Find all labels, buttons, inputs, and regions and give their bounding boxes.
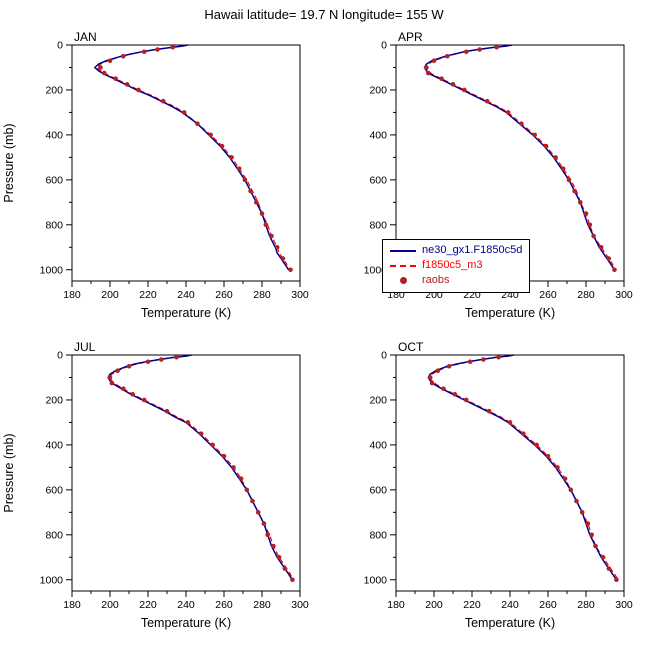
svg-text:200: 200: [101, 599, 119, 611]
panel-jul: 180 200 220 240 260 280 300 0 200 400 600 800 1000 JU…: [0, 339, 324, 649]
panel-oct: 180 200 220 240 260 280 300 0 200 400 600 800 1000 OC…: [324, 339, 648, 649]
svg-text:APR: APR: [398, 30, 423, 44]
svg-text:280: 280: [253, 289, 271, 301]
svg-text:220: 220: [463, 599, 481, 611]
svg-text:220: 220: [139, 599, 157, 611]
svg-text:300: 300: [615, 599, 633, 611]
svg-text:0: 0: [57, 40, 63, 52]
svg-text:200: 200: [425, 599, 443, 611]
svg-text:1000: 1000: [364, 574, 388, 586]
chart-title: Hawaii latitude= 19.7 N longitude= 155 W: [204, 7, 444, 22]
svg-text:400: 400: [45, 129, 63, 141]
legend-item-model1: ne30_gx1.F1850c5d: [390, 243, 522, 258]
svg-text:300: 300: [291, 599, 309, 611]
oct-plot: 180 200 220 240 260 280 300 0 200 400 600 800 1000 OC…: [364, 340, 633, 630]
svg-text:1000: 1000: [364, 264, 388, 276]
svg-text:220: 220: [139, 289, 157, 301]
svg-text:0: 0: [381, 40, 387, 52]
svg-text:400: 400: [45, 439, 63, 451]
svg-text:180: 180: [63, 599, 81, 611]
panel-apr: 180 200 220 240 260 280 300 0 200 400 600 800 1000 AP…: [324, 29, 648, 339]
svg-text:240: 240: [501, 599, 519, 611]
svg-text:180: 180: [63, 289, 81, 301]
svg-text:260: 260: [215, 599, 233, 611]
svg-text:600: 600: [45, 174, 63, 186]
legend-item-model2: f1850c5_m3: [390, 258, 522, 273]
svg-text:JAN: JAN: [74, 30, 97, 44]
svg-text:Temperature (K): Temperature (K): [465, 306, 555, 320]
legend-label-model2: f1850c5_m3: [422, 259, 483, 271]
svg-text:600: 600: [369, 174, 387, 186]
legend: ne30_gx1.F1850c5d f1850c5_m3 raobs: [382, 239, 531, 293]
svg-text:0: 0: [57, 350, 63, 362]
svg-text:Temperature (K): Temperature (K): [465, 616, 555, 630]
svg-text:1000: 1000: [40, 264, 64, 276]
jan-plot: 180 200 220 240 260 280 300 0 200 400 600 800 1000 JA…: [2, 30, 309, 320]
panel-grid: 180 200 220 240 260 280 300 0 200 400 600 800 1000 JA…: [0, 29, 648, 649]
svg-text:Pressure (mb): Pressure (mb): [2, 123, 16, 202]
svg-text:280: 280: [253, 599, 271, 611]
svg-text:200: 200: [45, 84, 63, 96]
svg-text:Pressure (mb): Pressure (mb): [2, 433, 16, 512]
svg-text:0: 0: [381, 350, 387, 362]
svg-text:400: 400: [369, 129, 387, 141]
svg-text:Temperature (K): Temperature (K): [141, 616, 231, 630]
jul-plot: 180 200 220 240 260 280 300 0 200 400 600 800 1000 JU…: [2, 340, 309, 630]
svg-text:180: 180: [387, 599, 405, 611]
svg-text:800: 800: [45, 219, 63, 231]
solid-line-swatch: [390, 249, 416, 252]
svg-text:200: 200: [369, 394, 387, 406]
svg-text:260: 260: [215, 289, 233, 301]
svg-text:260: 260: [539, 289, 557, 301]
svg-text:Temperature (K): Temperature (K): [141, 306, 231, 320]
svg-text:260: 260: [539, 599, 557, 611]
dashed-line-swatch: [390, 264, 416, 267]
svg-text:600: 600: [369, 484, 387, 496]
legend-label-model1: ne30_gx1.F1850c5d: [422, 244, 523, 256]
svg-text:800: 800: [369, 219, 387, 231]
svg-text:300: 300: [615, 289, 633, 301]
svg-text:280: 280: [577, 289, 595, 301]
svg-text:200: 200: [101, 289, 119, 301]
svg-text:JUL: JUL: [74, 340, 96, 354]
svg-text:200: 200: [45, 394, 63, 406]
svg-text:1000: 1000: [40, 574, 64, 586]
svg-text:200: 200: [369, 84, 387, 96]
dot-swatch: [400, 277, 407, 284]
legend-label-raobs: raobs: [422, 274, 450, 286]
panel-jan: 180 200 220 240 260 280 300 0 200 400 600 800 1000 JA…: [0, 29, 324, 339]
svg-text:800: 800: [45, 529, 63, 541]
svg-text:240: 240: [177, 289, 195, 301]
svg-text:OCT: OCT: [398, 340, 424, 354]
svg-text:240: 240: [177, 599, 195, 611]
svg-text:280: 280: [577, 599, 595, 611]
legend-item-raobs: raobs: [390, 273, 522, 288]
svg-text:800: 800: [369, 529, 387, 541]
svg-text:400: 400: [369, 439, 387, 451]
svg-text:600: 600: [45, 484, 63, 496]
svg-text:300: 300: [291, 289, 309, 301]
